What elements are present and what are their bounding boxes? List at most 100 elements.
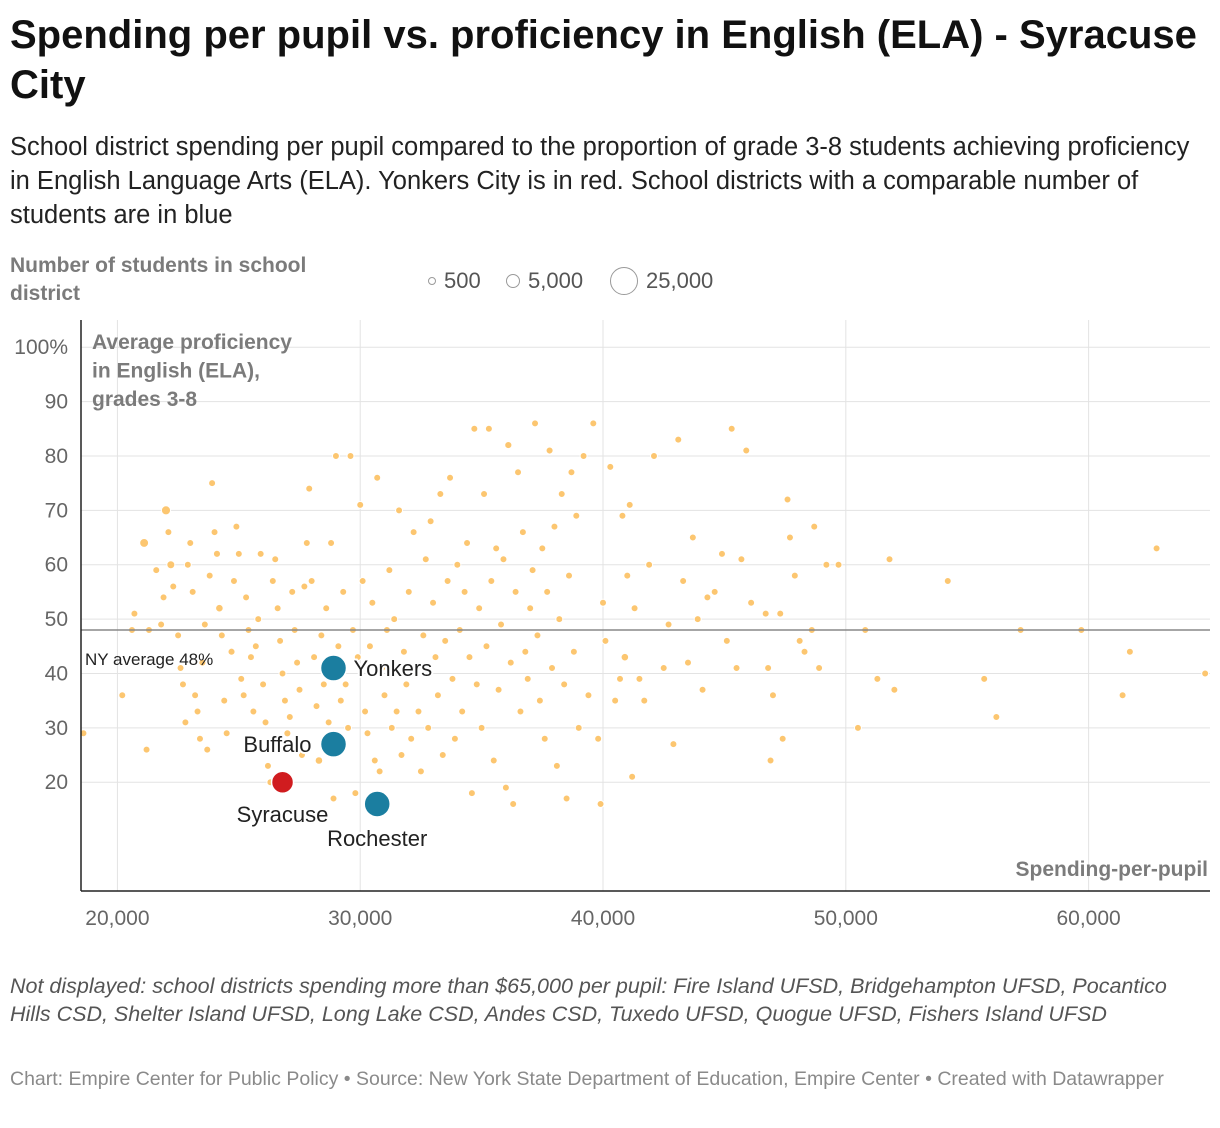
district-point — [776, 609, 785, 618]
district-point — [521, 647, 530, 656]
district-point — [742, 446, 751, 455]
district-point — [783, 495, 792, 504]
district-point — [574, 723, 583, 732]
district-point — [628, 772, 637, 781]
y-tick-label: 80 — [45, 445, 68, 468]
district-point — [943, 577, 952, 586]
district-point — [497, 620, 506, 629]
district-point — [142, 745, 151, 754]
district-point — [431, 653, 440, 662]
district-point — [501, 783, 510, 792]
district-point — [271, 555, 280, 564]
district-point — [268, 577, 277, 586]
district-point — [380, 691, 389, 700]
district-point — [722, 636, 731, 645]
district-point — [463, 538, 472, 547]
district-point — [356, 500, 365, 509]
x-axis-title: Spending-per-pupil — [1016, 858, 1208, 881]
district-point — [227, 647, 236, 656]
district-point — [392, 707, 401, 716]
district-point — [489, 756, 498, 765]
district-point — [606, 462, 615, 471]
district-point — [375, 767, 384, 776]
district-point — [361, 707, 370, 716]
district-point — [237, 674, 246, 683]
district-point — [528, 566, 537, 575]
y-tick-label: 30 — [45, 717, 68, 740]
district-point — [414, 707, 423, 716]
district-point — [166, 560, 176, 570]
district-point — [336, 696, 345, 705]
district-point — [511, 587, 520, 596]
size-legend-label: 500 — [444, 268, 481, 293]
district-point — [334, 642, 343, 651]
district-point — [717, 549, 726, 558]
x-axis-ticks: 20,000 30,000 40,000 50,000 60,000 — [85, 907, 1120, 930]
district-point — [800, 647, 809, 656]
district-point — [368, 598, 377, 607]
district-point — [475, 604, 484, 613]
district-point — [584, 691, 593, 700]
district-point — [465, 653, 474, 662]
district-point — [795, 636, 804, 645]
size-legend-circle-small — [428, 277, 436, 285]
district-point — [174, 631, 183, 640]
district-point — [443, 577, 452, 586]
district-point — [312, 702, 321, 711]
district-point — [630, 604, 639, 613]
size-legend-label: 25,000 — [646, 268, 714, 293]
district-point — [210, 528, 219, 537]
district-point — [810, 522, 819, 531]
district-point — [531, 419, 540, 428]
district-point — [683, 658, 692, 667]
district-point — [297, 751, 306, 760]
chart-notes: Not displayed: school districts spending… — [10, 974, 1167, 1026]
district-point — [688, 533, 697, 542]
y-axis-title: Average proficiency in English (ELA), grad… — [92, 331, 292, 411]
district-point — [295, 685, 304, 694]
district-point — [387, 723, 396, 732]
district-point — [484, 424, 493, 433]
district-point — [280, 696, 289, 705]
district-point — [278, 669, 287, 678]
district-point — [552, 761, 561, 770]
district-point — [188, 587, 197, 596]
district-point — [176, 664, 185, 673]
district-point — [195, 734, 204, 743]
district-point — [273, 604, 282, 613]
y-tick-label: 50 — [45, 608, 68, 631]
district-point — [516, 707, 525, 716]
district-point — [339, 587, 348, 596]
size-legend-circle-large — [610, 267, 638, 295]
district-point — [1201, 669, 1210, 678]
district-point — [429, 598, 438, 607]
district-point — [327, 538, 336, 547]
district-point — [579, 451, 588, 460]
district-point — [815, 664, 824, 673]
district-point — [727, 424, 736, 433]
district-point — [853, 723, 862, 732]
district-point — [242, 593, 251, 602]
district-point — [200, 620, 209, 629]
district-point — [239, 691, 248, 700]
district-point — [526, 604, 535, 613]
district-point — [438, 751, 447, 760]
district-point — [186, 538, 195, 547]
highlight-point-rochester — [363, 790, 391, 818]
district-point — [220, 696, 229, 705]
district-point — [482, 642, 491, 651]
district-point — [693, 615, 702, 624]
district-point — [548, 664, 557, 673]
district-point — [198, 658, 207, 667]
district-point — [710, 587, 719, 596]
district-point — [594, 734, 603, 743]
district-point — [504, 440, 513, 450]
district-point — [885, 555, 894, 564]
district-point — [300, 582, 309, 591]
y-tick-label: 100% — [14, 336, 68, 359]
size-legend-circle-medium — [506, 274, 520, 288]
district-point — [567, 468, 576, 477]
district-point — [499, 555, 508, 564]
district-point — [130, 609, 139, 618]
district-point — [160, 505, 172, 516]
